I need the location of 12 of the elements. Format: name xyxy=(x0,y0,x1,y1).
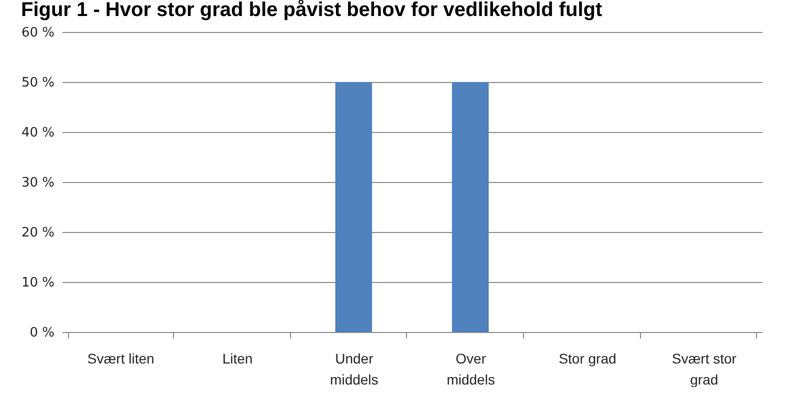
y-tick-label: 50 % xyxy=(21,76,54,90)
y-tick-label: 20 % xyxy=(21,226,54,240)
x-tick-label: Liten xyxy=(222,350,253,366)
y-tick-label: 30 % xyxy=(21,176,54,190)
x-tick-label: Stor grad xyxy=(558,350,616,366)
y-tick-label: 10 % xyxy=(21,276,54,290)
x-tick-label: Svært liten xyxy=(87,350,154,366)
x-tick-label: Under middels xyxy=(330,350,378,388)
y-tick-label: 60 % xyxy=(21,26,54,40)
y-tick-label: 0 % xyxy=(30,326,54,340)
y-tick-label: 40 % xyxy=(21,126,54,140)
x-tick-label: Over middels xyxy=(446,350,495,388)
